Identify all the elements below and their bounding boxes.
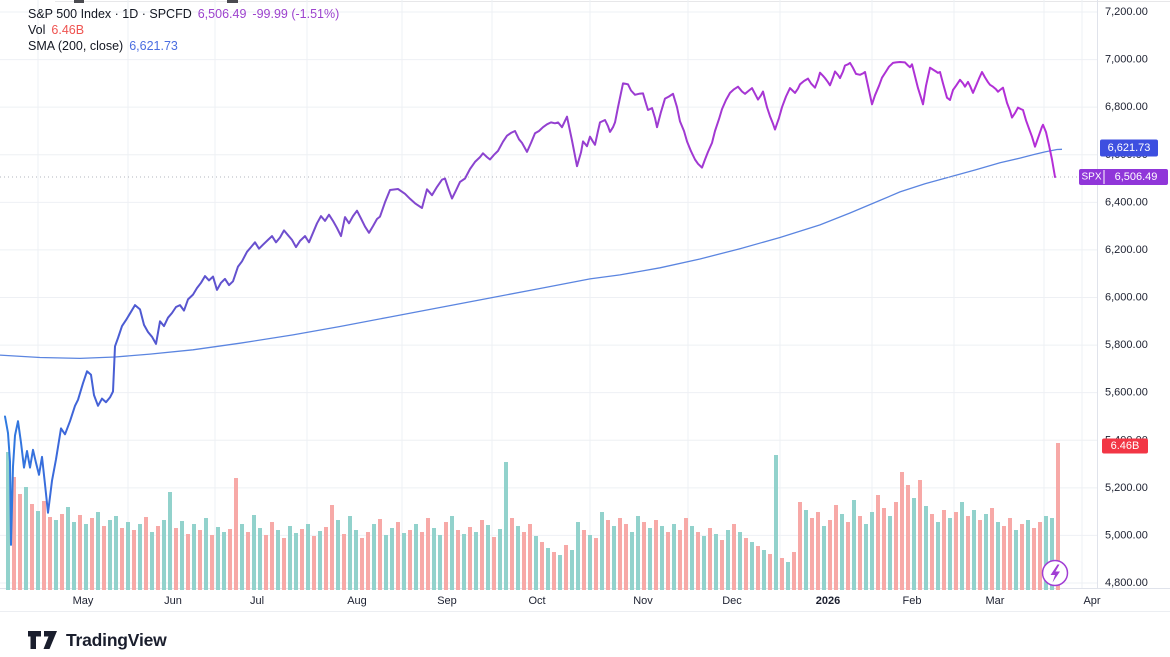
volume-label: Vol xyxy=(28,23,46,37)
svg-text:Feb: Feb xyxy=(903,595,922,607)
svg-text:6.46B: 6.46B xyxy=(1111,440,1140,452)
sma-value: 6,621.73 xyxy=(129,39,178,53)
tradingview-brand[interactable]: TradingView xyxy=(66,629,167,650)
flash-event-button[interactable] xyxy=(1041,559,1069,587)
svg-text:Jun: Jun xyxy=(164,595,182,607)
svg-text:Oct: Oct xyxy=(528,595,545,607)
svg-text:6,506.49: 6,506.49 xyxy=(1115,171,1158,183)
svg-text:Jul: Jul xyxy=(250,595,264,607)
svg-text:Aug: Aug xyxy=(347,595,367,607)
chart-legend: S&P 500 Index · 1D · SPCFD 6,506.49 -99.99… xyxy=(28,6,339,54)
svg-text:7,000.00: 7,000.00 xyxy=(1105,54,1148,66)
pane-borders xyxy=(0,0,1170,612)
svg-text:5,800.00: 5,800.00 xyxy=(1105,339,1148,351)
legend-main-row[interactable]: S&P 500 Index · 1D · SPCFD 6,506.49 -99.99… xyxy=(28,6,339,22)
svg-text:6,800.00: 6,800.00 xyxy=(1105,101,1148,113)
svg-text:6,621.73: 6,621.73 xyxy=(1108,142,1151,154)
svg-text:6,000.00: 6,000.00 xyxy=(1105,292,1148,304)
gridlines xyxy=(0,0,1097,588)
svg-text:SPX: SPX xyxy=(1081,172,1101,183)
svg-text:Nov: Nov xyxy=(633,595,653,607)
time-axis[interactable]: May Jun Jul Aug Sep Oct Nov Dec 2026 Feb Mar Apr xyxy=(73,595,1101,607)
instrument-title: S&P 500 Index · 1D · SPCFD xyxy=(28,7,192,21)
volume-value: 6.46B xyxy=(51,23,85,37)
svg-text:Dec: Dec xyxy=(722,595,742,607)
price-change-value: -99.99 (-1.51%) xyxy=(252,7,340,21)
sma-label: SMA (200, close) xyxy=(28,39,124,53)
legend-volume-row[interactable]: Vol 6.46B xyxy=(28,22,339,38)
chart-canvas: 7,200.007,000.006,800.006,600.006,400.00… xyxy=(0,0,1170,612)
chart-widget: 7,200.007,000.006,800.006,600.006,400.00… xyxy=(0,0,1170,612)
sma-line[interactable] xyxy=(0,148,1063,360)
svg-text:7,200.00: 7,200.00 xyxy=(1105,6,1148,18)
svg-text:2026: 2026 xyxy=(816,595,840,607)
svg-text:6,200.00: 6,200.00 xyxy=(1105,244,1148,256)
svg-text:6,400.00: 6,400.00 xyxy=(1105,196,1148,208)
cropped-toolbar-remnant xyxy=(55,0,1170,3)
footer: TradingView xyxy=(28,627,167,653)
axis-badges: 6,621.73 6.46B SPX 6,506.49 xyxy=(1079,139,1168,454)
svg-text:Apr: Apr xyxy=(1083,595,1100,607)
tradingview-logo-icon[interactable] xyxy=(28,629,58,651)
legend-sma-row[interactable]: SMA (200, close) 6,621.73 xyxy=(28,38,339,54)
svg-text:5,600.00: 5,600.00 xyxy=(1105,387,1148,399)
svg-text:May: May xyxy=(73,595,94,607)
svg-text:4,800.00: 4,800.00 xyxy=(1105,577,1148,589)
last-price-value: 6,506.49 xyxy=(197,7,247,21)
price-axis[interactable]: 7,200.007,000.006,800.006,600.006,400.00… xyxy=(1105,6,1148,589)
svg-text:Sep: Sep xyxy=(437,595,457,607)
volume-bars[interactable] xyxy=(6,443,1060,590)
svg-text:Mar: Mar xyxy=(986,595,1005,607)
svg-text:5,200.00: 5,200.00 xyxy=(1105,482,1148,494)
svg-text:5,000.00: 5,000.00 xyxy=(1105,529,1148,541)
price-line[interactable] xyxy=(4,61,1056,546)
